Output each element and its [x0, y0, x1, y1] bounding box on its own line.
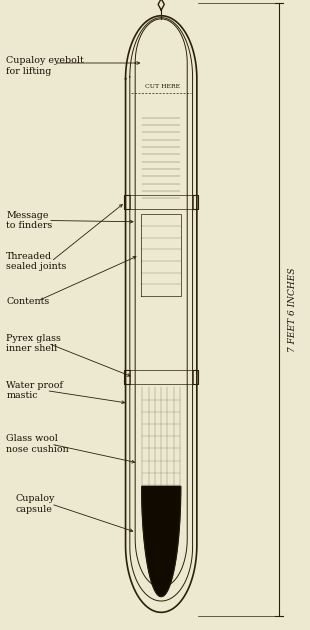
Text: Cupaloy
capsule: Cupaloy capsule — [16, 495, 55, 513]
Text: Pyrex glass
inner shell: Pyrex glass inner shell — [6, 334, 61, 353]
Text: 7 FEET 6 INCHES: 7 FEET 6 INCHES — [288, 267, 298, 352]
Text: Threaded
sealed joints: Threaded sealed joints — [6, 252, 67, 271]
Text: Contents: Contents — [6, 297, 50, 306]
Text: Message
to finders: Message to finders — [6, 211, 52, 230]
Polygon shape — [142, 486, 181, 597]
Text: Cupaloy eyebolt
for lifting: Cupaloy eyebolt for lifting — [6, 57, 84, 76]
Text: Glass wool
nose cushion: Glass wool nose cushion — [6, 435, 69, 454]
Text: Water proof
mastic: Water proof mastic — [6, 381, 63, 400]
Text: CUT HERE: CUT HERE — [145, 84, 180, 89]
